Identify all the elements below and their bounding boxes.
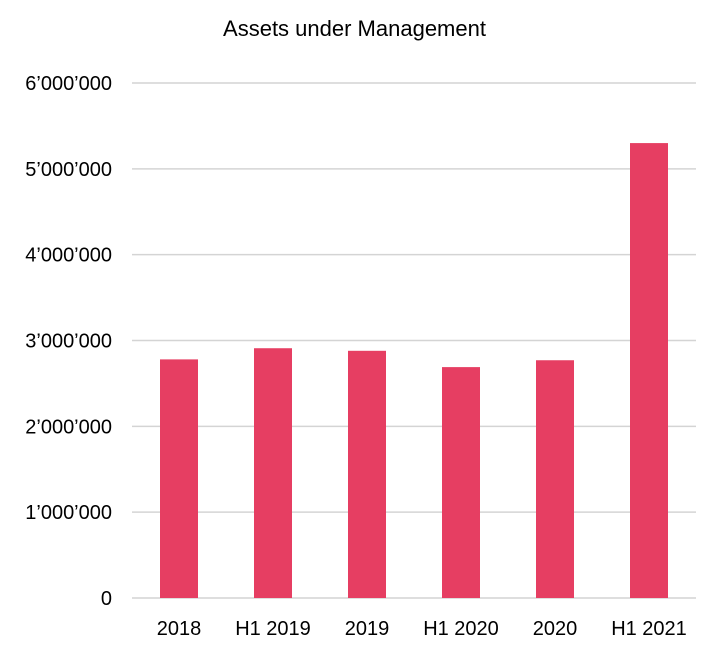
y-axis-ticks: 0 1’000’000 2’000’000 3’000’000 4’000’000 5’0…: [25, 73, 112, 610]
x-tick-label: H1 2020: [423, 618, 499, 640]
bar-h1-2021: [630, 143, 668, 599]
x-tick-label: 2019: [345, 618, 390, 640]
x-tick-label: H1 2021: [611, 618, 687, 640]
x-tick-label: H1 2019: [235, 618, 311, 640]
y-tick-label: 6’000’000: [25, 73, 112, 95]
x-tick-label: 2020: [533, 618, 578, 640]
bar-2019: [348, 350, 386, 598]
chart-title: Assets under Management: [223, 16, 486, 41]
x-tick-label: 2018: [157, 618, 202, 640]
bar-h1-2020: [442, 367, 480, 598]
gridlines: [132, 82, 696, 599]
bar-h1-2019: [254, 348, 292, 598]
y-tick-label: 4’000’000: [25, 245, 112, 267]
bars: [160, 143, 668, 599]
y-tick-label: 5’000’000: [25, 159, 112, 181]
y-tick-label: 1’000’000: [25, 502, 112, 524]
x-axis-ticks: 2018 H1 2019 2019 H1 2020 2020 H1 2021: [157, 618, 687, 640]
y-tick-label: 0: [101, 588, 112, 610]
bar-2020: [536, 360, 574, 598]
y-tick-label: 2’000’000: [25, 416, 112, 438]
y-tick-label: 3’000’000: [25, 331, 112, 353]
bar-2018: [160, 359, 198, 598]
